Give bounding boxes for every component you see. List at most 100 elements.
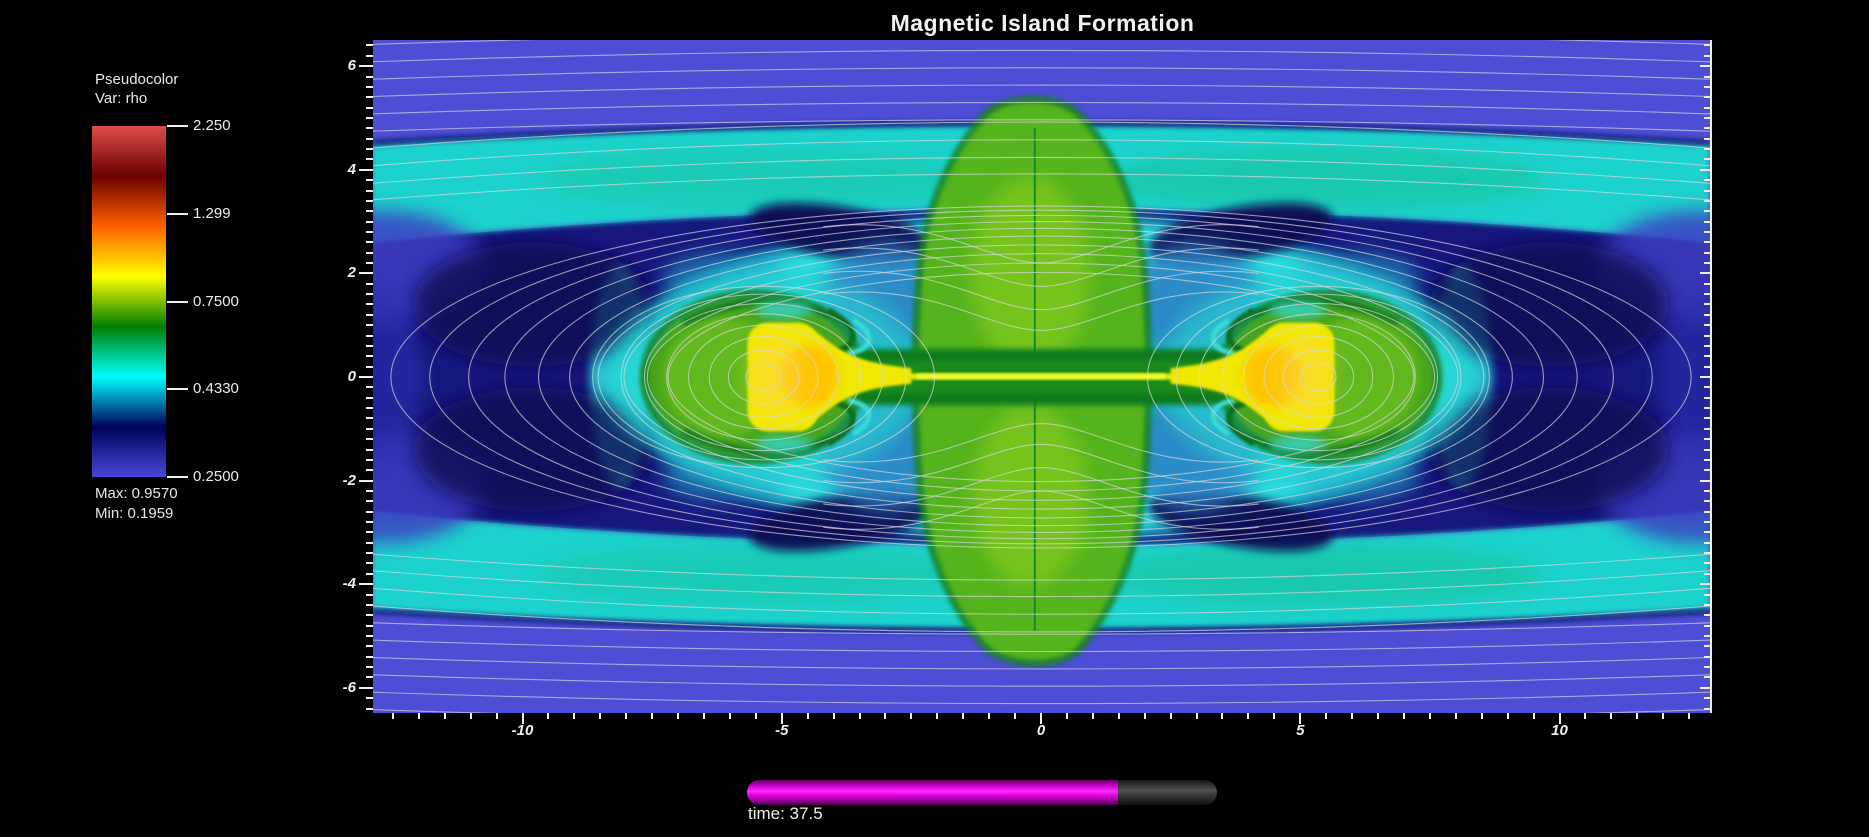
axis-tick [1704,54,1710,57]
axis-tick [366,531,373,534]
axis-tick [366,303,373,306]
axis-tick [1704,75,1710,78]
axis-tick [366,386,373,389]
axis-tick [1143,713,1146,719]
axis-tick [366,158,373,161]
x-axis-label: 10 [1551,722,1568,739]
axis-tick [1704,635,1710,637]
axis-tick [780,713,783,724]
axis-tick [366,344,373,347]
axis-tick [366,199,373,202]
y-axis-label: 6 [347,57,356,75]
axis-tick [1704,282,1710,285]
axis-tick [359,272,373,275]
axis-tick [1704,365,1710,368]
axis-tick [1704,541,1710,544]
axis-tick [366,148,373,151]
axis-tick [417,713,420,719]
x-axis-label: -5 [775,722,789,739]
axis-tick [366,614,373,617]
axis-tick [728,713,731,719]
axis-tick [366,407,373,410]
axis-tick [1428,713,1431,719]
axis-tick [366,541,373,544]
colorbar-tick [167,125,188,127]
axis-tick [1704,417,1710,420]
axis-tick [1480,713,1483,719]
axis-tick [1704,293,1710,296]
axis-tick [1704,189,1710,192]
axis-tick [366,676,373,679]
axis-tick [495,713,498,719]
axis-tick [366,117,373,119]
axis-tick [366,645,373,648]
axis-tick [1704,697,1710,700]
axis-tick [366,137,373,140]
axis-tick [366,624,373,627]
axis-tick [1169,713,1172,719]
colorbar-tick-label: 0.7500 [193,292,239,310]
axis-tick [1704,355,1710,358]
axis-tick [1351,713,1354,719]
axis-tick [443,713,446,719]
axis-tick [1704,106,1710,109]
axis-tick [1704,220,1710,223]
axis-tick [366,458,373,461]
axis-tick [366,262,373,265]
legend-max: Max: 0.9570 [95,485,178,502]
axis-tick [1704,552,1710,555]
axis-tick [1558,713,1561,724]
axis-tick [1636,713,1639,719]
axis-tick [1247,713,1250,719]
axis-tick [1014,713,1017,719]
axis-tick [1700,479,1710,482]
axis-tick [1299,713,1302,724]
axis-tick [1704,593,1710,596]
axis-tick [1704,407,1710,410]
axis-tick [366,572,373,575]
colorbar-tick-label: 0.4330 [193,380,239,398]
axis-tick [1704,179,1710,182]
axis-tick [1704,344,1710,347]
axis-tick [599,713,602,719]
axis-tick [366,489,373,492]
axis-tick [988,713,991,719]
axis-tick [547,713,550,719]
axis-tick [366,510,373,513]
axis-tick [1325,713,1328,719]
x-axis-label: 0 [1036,722,1046,739]
legend-minmax: Max: 0.9570 Min: 0.1959 [95,484,178,524]
axis-tick [1704,666,1710,669]
axis-tick [1704,396,1710,399]
axis-tick [366,179,373,182]
axis-tick [366,521,373,524]
colorbar-tick-label: 2.250 [193,117,231,134]
legend-var-label: Var: rho [95,90,148,107]
axis-tick [366,324,373,327]
colorbar [92,126,166,477]
axis-tick [1704,448,1710,451]
axis-tick [359,479,373,482]
y-axis-label: -2 [342,471,356,489]
y-axis-label: 4 [347,160,356,178]
axis-tick [1704,603,1710,606]
pseudocolor-plot [373,40,1712,713]
axis-tick [1454,713,1457,719]
axis-tick [936,713,939,719]
axis-tick [1221,713,1224,719]
axis-tick [366,593,373,596]
plot-canvas[interactable] [373,40,1712,713]
axis-tick [1584,713,1587,719]
axis-tick [1704,572,1710,575]
time-slider-fill [747,780,1118,805]
y-axis-label: 0 [347,368,356,385]
axis-tick [1688,713,1691,719]
axis-tick [366,96,373,99]
axis-tick [884,713,887,719]
axis-tick [359,583,373,586]
colorbar-tick [167,212,188,215]
axis-tick [366,417,373,420]
y-axis-label: -4 [342,575,356,593]
axis-tick [366,365,373,368]
axis-tick [1704,386,1710,389]
